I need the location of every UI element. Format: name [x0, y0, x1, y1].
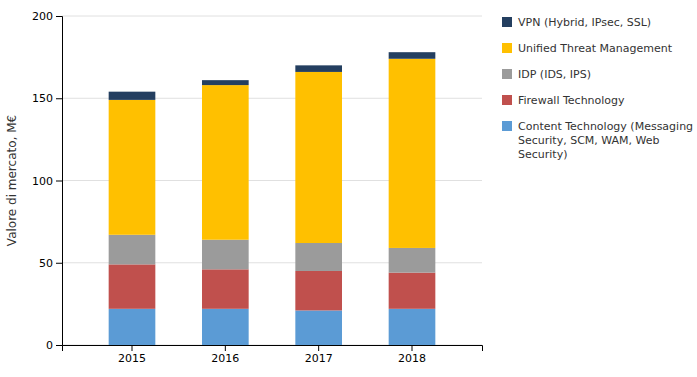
bar [389, 59, 436, 248]
bar [109, 264, 156, 308]
bar [202, 85, 249, 240]
legend-label: Content Technology (MessagingSecurity, S… [518, 120, 693, 161]
y-tick-label: 150 [32, 92, 53, 105]
legend-label: VPN (Hybrid, IPsec, SSL) [518, 16, 651, 29]
bar [109, 309, 156, 345]
legend-swatch [502, 121, 512, 131]
bar [389, 248, 436, 273]
bar [389, 273, 436, 309]
x-tick: 2015 [118, 345, 146, 365]
x-tick-label: 2016 [211, 352, 239, 365]
legend-label-line: VPN (Hybrid, IPsec, SSL) [518, 16, 651, 29]
y-tick-mark [56, 98, 62, 99]
legend-label-line: Firewall Technology [518, 94, 625, 107]
y-axis: 0 50 100 150 200 [32, 10, 63, 352]
bar [389, 52, 436, 59]
legend-item: Unified Threat Management [502, 42, 673, 55]
y-tick-label: 100 [32, 175, 53, 188]
legend-label: Unified Threat Management [518, 42, 673, 55]
x-tick-mark [225, 345, 226, 351]
y-tick: 150 [32, 92, 62, 105]
bar [295, 72, 342, 243]
bar [202, 269, 249, 308]
y-tick: 200 [32, 10, 62, 23]
legend: VPN (Hybrid, IPsec, SSL) Unified Threat M… [502, 16, 693, 161]
x-tick-mark [412, 345, 413, 351]
y-tick-label: 200 [32, 10, 53, 23]
axis-line [63, 346, 483, 352]
legend-swatch [502, 69, 512, 79]
y-tick-label: 50 [39, 257, 53, 270]
x-tick: 2016 [211, 345, 239, 365]
x-tick-mark [132, 345, 133, 351]
x-tick-mark [318, 345, 319, 351]
legend-label: Firewall Technology [518, 94, 625, 107]
bar-series [109, 235, 436, 273]
chart: 0 50 100 150 200 2015 2016 2017 2018 Valore di me… [0, 0, 697, 377]
legend-label-line: IDP (IDS, IPS) [518, 68, 591, 81]
legend-item: Firewall Technology [502, 94, 625, 107]
x-tick: 2018 [398, 345, 426, 365]
legend-swatch [502, 95, 512, 105]
grid [62, 16, 482, 345]
legend-label-line: Content Technology (Messaging [518, 120, 693, 133]
x-axis: 2015 2016 2017 2018 [63, 345, 483, 365]
bars [109, 52, 436, 345]
y-tick-label: 0 [46, 339, 53, 352]
y-tick-mark [56, 263, 62, 264]
bar-series [109, 309, 436, 345]
y-tick: 100 [32, 175, 62, 188]
bar [109, 100, 156, 235]
bar [295, 65, 342, 72]
bar-series [109, 59, 436, 248]
y-tick-mark [56, 16, 62, 17]
bar-series [109, 52, 436, 100]
legend-swatch [502, 43, 512, 53]
x-tick-label: 2018 [398, 352, 426, 365]
axis-line [56, 17, 63, 346]
y-tick-mark [56, 345, 62, 346]
legend-label: IDP (IDS, IPS) [518, 68, 591, 81]
bar [295, 310, 342, 345]
x-tick: 2017 [305, 345, 333, 365]
y-tick: 0 [46, 339, 62, 352]
plot: 0 50 100 150 200 2015 2016 2017 2018 [32, 10, 483, 365]
bar [202, 309, 249, 345]
bar [202, 240, 249, 270]
x-tick-label: 2015 [118, 352, 146, 365]
legend-item: IDP (IDS, IPS) [502, 68, 591, 81]
legend-swatch [502, 17, 512, 27]
grid-line [62, 16, 482, 17]
legend-label-line: Security) [518, 148, 567, 161]
legend-label-line: Unified Threat Management [518, 42, 673, 55]
bar-series [109, 264, 436, 310]
bar [295, 243, 342, 271]
bar [109, 92, 156, 100]
bar [109, 235, 156, 265]
legend-label-line: Security, SCM, WAM, Web [518, 134, 660, 147]
y-tick: 50 [39, 257, 62, 270]
legend-item: VPN (Hybrid, IPsec, SSL) [502, 16, 651, 29]
bar [389, 309, 436, 345]
y-axis-title: Valore di mercato, M€ [5, 115, 19, 246]
bar [202, 80, 249, 85]
x-tick-label: 2017 [305, 352, 333, 365]
bar [295, 271, 342, 310]
legend-item: Content Technology (MessagingSecurity, S… [502, 120, 693, 161]
y-tick-mark [56, 181, 62, 182]
